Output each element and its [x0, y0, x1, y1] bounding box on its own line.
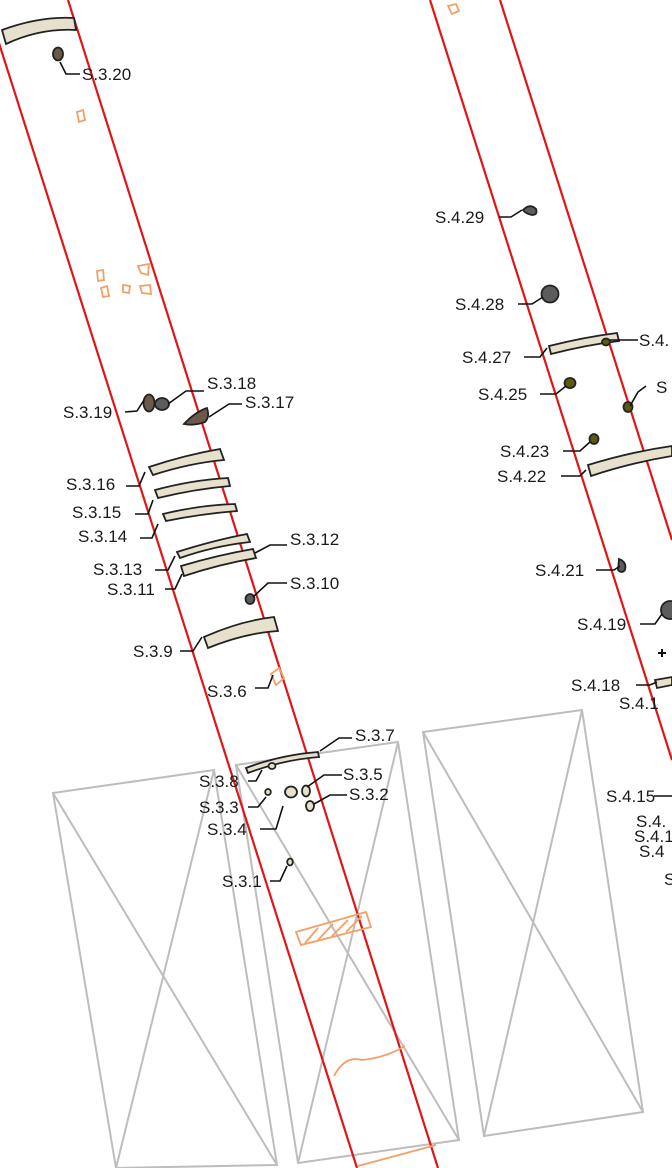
label-s4-13: S.4.1 — [634, 827, 672, 846]
label-s3-14: S.3.14 — [78, 527, 127, 546]
stone-s3-8 — [267, 762, 277, 770]
label-s4-27: S.4.27 — [462, 348, 511, 367]
layer-s3-7 — [244, 751, 321, 775]
trench-4-layers — [547, 332, 672, 690]
label-s4-26: S.4. — [639, 331, 669, 350]
layer-s3-9 — [202, 616, 280, 650]
label-s4-23: S.4.23 — [500, 442, 549, 461]
label-s4-22: S.4.22 — [497, 467, 546, 486]
layer-s4-18 — [653, 676, 672, 690]
layer-s3-11 — [179, 547, 258, 578]
label-s3-20: S.3.20 — [82, 65, 131, 84]
label-s4-25: S.4.25 — [478, 385, 527, 404]
layer-s4-27 — [547, 332, 621, 356]
stone-s3-10 — [244, 593, 256, 605]
stone-s3-20 — [52, 46, 64, 62]
label-s3-11: S.3.11 — [107, 580, 155, 599]
label-s4-21: S.4.21 — [535, 561, 584, 580]
stone-s3-3 — [264, 788, 272, 796]
stone-s3-2 — [305, 800, 315, 812]
label-s4-15: S.4.15 — [606, 787, 655, 806]
leader-lines — [59, 61, 663, 882]
label-s3-4: S.3.4 — [207, 820, 247, 839]
label-s3-13: S.3.13 — [93, 560, 142, 579]
stone-s4-19 — [660, 600, 672, 620]
stone-s4-26 — [601, 337, 611, 347]
layer-s3-14 — [161, 503, 239, 523]
trench-4-boundary — [428, 0, 672, 761]
label-s4-14: S.4. — [636, 812, 666, 831]
stone-s4-29 — [521, 205, 538, 216]
orange-finds — [75, 2, 461, 1167]
plan-frame-middle — [234, 740, 461, 1165]
trench-3-labels: S.3.20 S.3.19 S.3.18 S.3.17 S.3.16 S.3.1… — [63, 65, 395, 891]
layer-s3-15 — [153, 477, 232, 500]
label-s4-18: S.4.18 — [571, 676, 620, 695]
label-s3-18: S.3.18 — [207, 374, 256, 393]
layer-s3-16 — [147, 447, 226, 477]
label-s3-19: S.3.19 — [63, 403, 112, 422]
stone-s3-19 — [142, 393, 156, 413]
label-s3-17: S.3.17 — [245, 393, 294, 412]
trench-4-labels: S.4.29 S.4.28 S.4.27 S.4. S.4.25 S S.4.2… — [435, 208, 672, 889]
stone-s3-5 — [301, 784, 311, 798]
label-s3-1: S.3.1 — [222, 872, 262, 891]
label-s4-24: S — [656, 378, 667, 397]
label-s3-16: S.3.16 — [66, 475, 115, 494]
label-s3-8: S.3.8 — [199, 772, 239, 791]
stone-s3-17 — [182, 406, 210, 426]
label-s4-19: S.4.19 — [577, 615, 626, 634]
label-s3-12: S.3.12 — [290, 530, 339, 549]
layer-s3-20 — [0, 16, 78, 46]
label-s4-28: S.4.28 — [455, 295, 504, 314]
trench-3-layers — [0, 16, 321, 775]
plan-frame-right — [421, 708, 645, 1138]
layer-s4-22 — [586, 445, 672, 478]
label-s3-2: S.3.2 — [349, 785, 389, 804]
label-s3-5: S.3.5 — [343, 765, 383, 784]
label-s4-17: S.4.1 — [619, 694, 659, 713]
label-s3-9: S.3.9 — [133, 642, 173, 661]
layer-s3-13 — [175, 532, 252, 560]
label-s3-7: S.3.7 — [355, 726, 395, 745]
plan-frame-left — [51, 768, 279, 1168]
label-s3-3: S.3.3 — [199, 798, 239, 817]
label-s3-10: S.3.10 — [290, 574, 339, 593]
stone-s4-21 — [617, 557, 627, 573]
label-s4-29: S.4.29 — [435, 208, 484, 227]
trench-4-features — [521, 205, 672, 657]
stone-s4-23 — [588, 433, 600, 445]
label-s3-6: S.3.6 — [207, 682, 247, 701]
label-s3-15: S.3.15 — [72, 503, 121, 522]
label-s4-12: S.4 — [639, 842, 665, 861]
cross-marker — [658, 649, 666, 657]
stone-s3-18 — [154, 397, 170, 411]
label-s4-11: S — [664, 870, 672, 889]
stone-s4-25 — [563, 377, 577, 389]
stone-s4-28 — [540, 284, 560, 304]
stone-s3-1 — [286, 857, 294, 867]
trench-3-features — [52, 46, 315, 867]
stone-s3-4 — [284, 785, 298, 799]
trench-3-boundary — [0, 0, 440, 1168]
